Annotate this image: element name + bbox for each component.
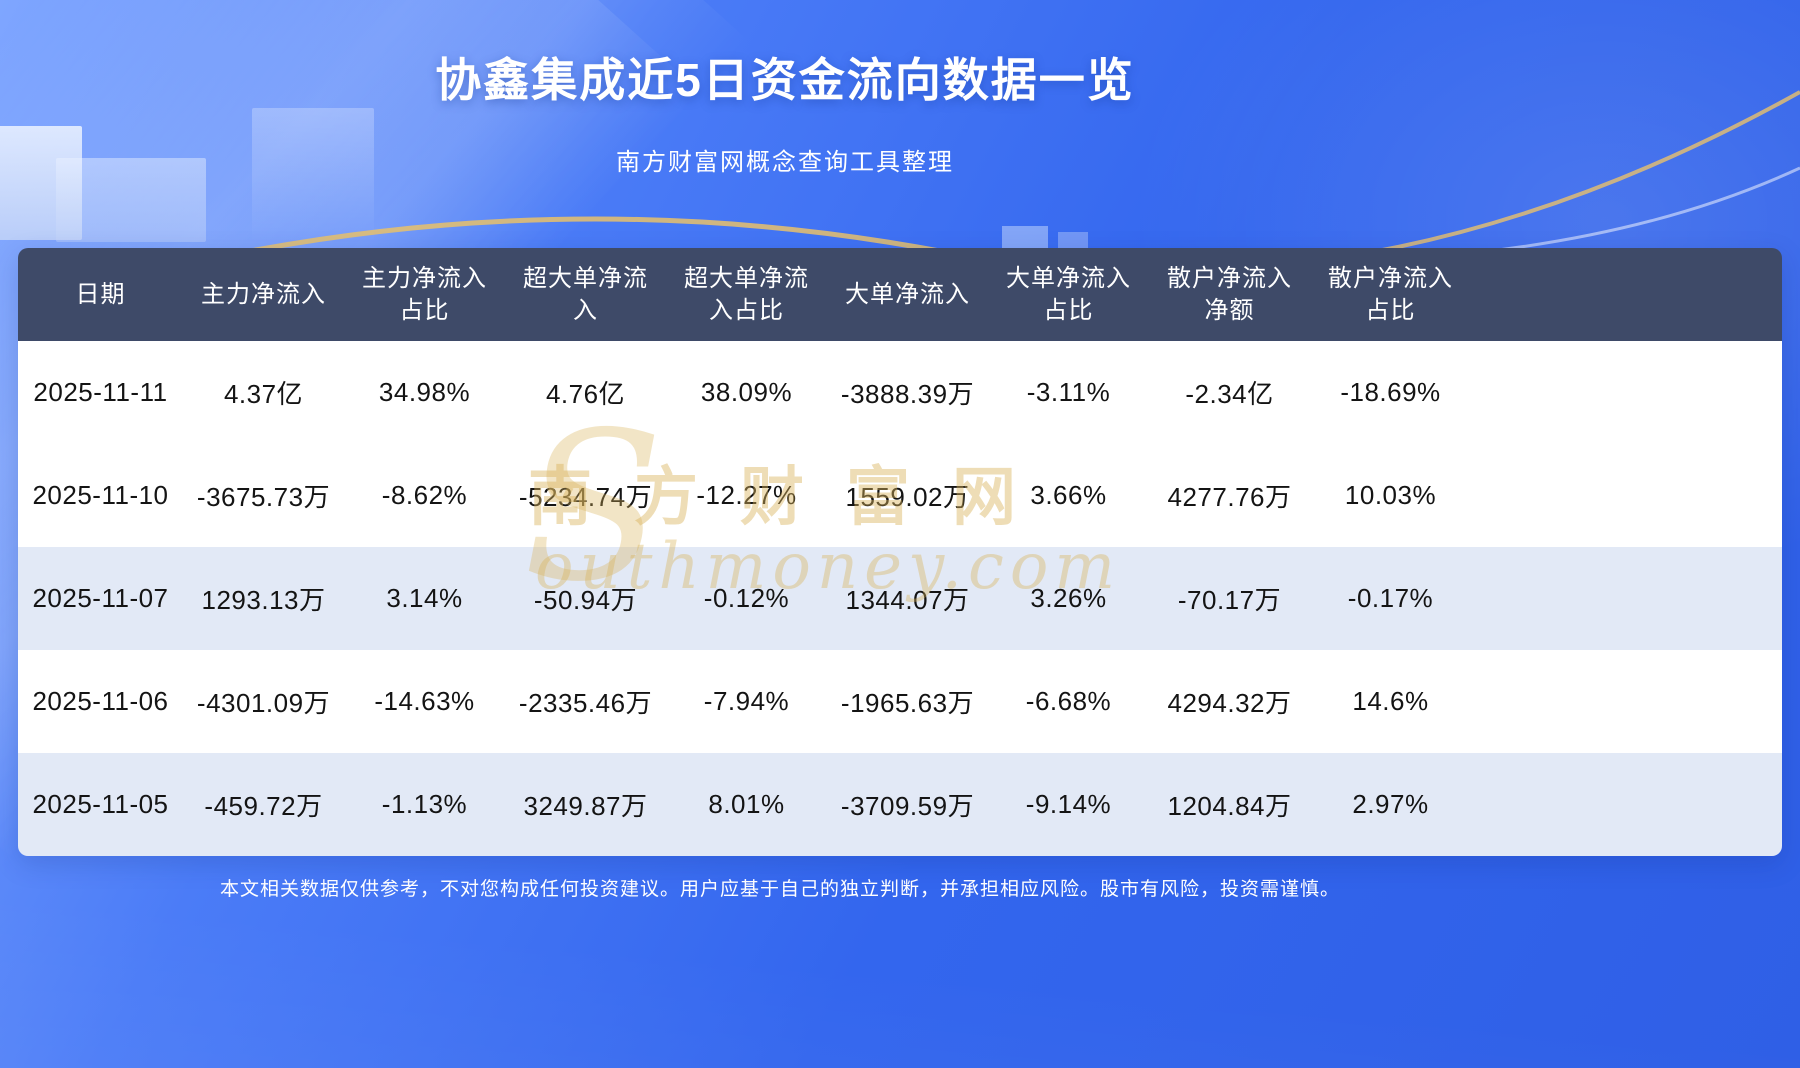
column-header-8: 散户净流入 净额	[1167, 265, 1292, 324]
value-cell: 4294.32万	[1167, 688, 1292, 718]
value-cell: 1344.07万	[845, 585, 970, 615]
value-cell: -3675.73万	[196, 482, 331, 512]
column-header-2: 主力净流入	[201, 280, 326, 308]
filler-cell	[1471, 804, 1782, 805]
value-cell: -9.14%	[1025, 789, 1112, 819]
value-cell: -3.11%	[1026, 377, 1111, 407]
value-cell: 3.26%	[1030, 583, 1107, 613]
header: 协鑫集成近5日资金流向数据一览 南方财富网概念查询工具整理	[0, 0, 1800, 177]
table-row-4: 2025-11-06 -4301.09万 -14.63% -2335.46万 -7.94…	[18, 650, 1782, 753]
filler-cell	[1471, 294, 1782, 295]
fund-flow-table: 日期 主力净流入 主力净流入 占比 超大单净流 入超大单净流 入占比 大单净流入 大单净流…	[18, 248, 1782, 856]
value-cell: -14.63%	[374, 686, 475, 716]
table-row-1: 2025-11-11 4.37亿 34.98% 4.76亿 38.09% -3888.39…	[18, 341, 1782, 444]
value-cell: -3888.39万	[840, 379, 975, 409]
value-cell: 4277.76万	[1167, 482, 1292, 512]
value-cell: 3249.87万	[523, 791, 648, 821]
value-cell: 4.76亿	[545, 379, 626, 409]
filler-cell	[1471, 392, 1782, 393]
value-cell: -0.17%	[1347, 583, 1434, 613]
value-cell: 10.03%	[1344, 480, 1437, 510]
value-cell: -7.94%	[703, 686, 790, 716]
value-cell: -70.17万	[1177, 585, 1282, 615]
value-cell: -4301.09万	[196, 688, 331, 718]
date-cell: 2025-11-07	[32, 583, 169, 613]
column-header-5: 超大单净流 入占比	[684, 265, 809, 324]
table-row-5: 2025-11-05 -459.72万 -1.13% 3249.87万 8.01% -37…	[18, 753, 1782, 856]
column-header-1: 日期	[75, 280, 126, 308]
column-header-7: 大单净流入 占比	[1006, 265, 1131, 324]
value-cell: -2335.46万	[518, 688, 653, 718]
filler-cell	[1471, 495, 1782, 496]
column-header-6: 大单净流入	[845, 280, 970, 308]
value-cell: 3.14%	[386, 583, 463, 613]
filler-cell	[1471, 598, 1782, 599]
value-cell: 3.66%	[1030, 480, 1107, 510]
value-cell: 8.01%	[708, 789, 785, 819]
column-header-3: 主力净流入 占比	[362, 265, 487, 324]
date-cell: 2025-11-05	[32, 789, 169, 819]
value-cell: 38.09%	[700, 377, 793, 407]
table-row-2: 2025-11-10 -3675.73万 -8.62% -5234.74万 -12.27…	[18, 444, 1782, 547]
date-cell: 2025-11-10	[32, 480, 169, 510]
value-cell: 4.37亿	[223, 379, 304, 409]
value-cell: -8.62%	[381, 480, 468, 510]
value-cell: 1293.13万	[201, 585, 326, 615]
value-cell: -459.72万	[204, 791, 323, 821]
value-cell: 1204.84万	[1167, 791, 1292, 821]
value-cell: 14.6%	[1352, 686, 1429, 716]
date-cell: 2025-11-06	[32, 686, 169, 716]
column-header-4: 超大单净流 入	[523, 265, 648, 324]
value-cell: 2.97%	[1352, 789, 1429, 819]
building-graphic	[1002, 226, 1048, 248]
disclaimer-text: 本文相关数据仅供参考，不对您构成任何投资建议。用户应基于自己的独立判断，并承担相…	[219, 879, 1340, 900]
building-graphic	[1058, 232, 1088, 248]
value-cell: -12.27%	[696, 480, 797, 510]
page-title: 协鑫集成近5日资金流向数据一览	[435, 54, 1135, 106]
filler-cell	[1471, 701, 1782, 702]
table-row-3: 2025-11-07 1293.13万 3.14% -50.94万 -0.12% 1344…	[18, 547, 1782, 650]
value-cell: 34.98%	[378, 377, 471, 407]
value-cell: -1.13%	[381, 789, 468, 819]
value-cell: -2.34亿	[1185, 379, 1274, 409]
table-body: 2025-11-11 4.37亿 34.98% 4.76亿 38.09% -3888.39…	[18, 341, 1782, 856]
table-header-row: 日期 主力净流入 主力净流入 占比 超大单净流 入超大单净流 入占比 大单净流入 大单净流…	[18, 248, 1782, 341]
column-header-9: 散户净流入 占比	[1328, 265, 1453, 324]
value-cell: -18.69%	[1340, 377, 1441, 407]
value-cell: -0.12%	[703, 583, 790, 613]
value-cell: -1965.63万	[840, 688, 975, 718]
value-cell: -3709.59万	[840, 791, 975, 821]
value-cell: 1559.02万	[845, 482, 970, 512]
value-cell: -50.94万	[533, 585, 638, 615]
page-subtitle: 南方财富网概念查询工具整理	[616, 149, 954, 176]
date-cell: 2025-11-11	[33, 377, 168, 407]
value-cell: -5234.74万	[518, 482, 653, 512]
value-cell: -6.68%	[1025, 686, 1112, 716]
